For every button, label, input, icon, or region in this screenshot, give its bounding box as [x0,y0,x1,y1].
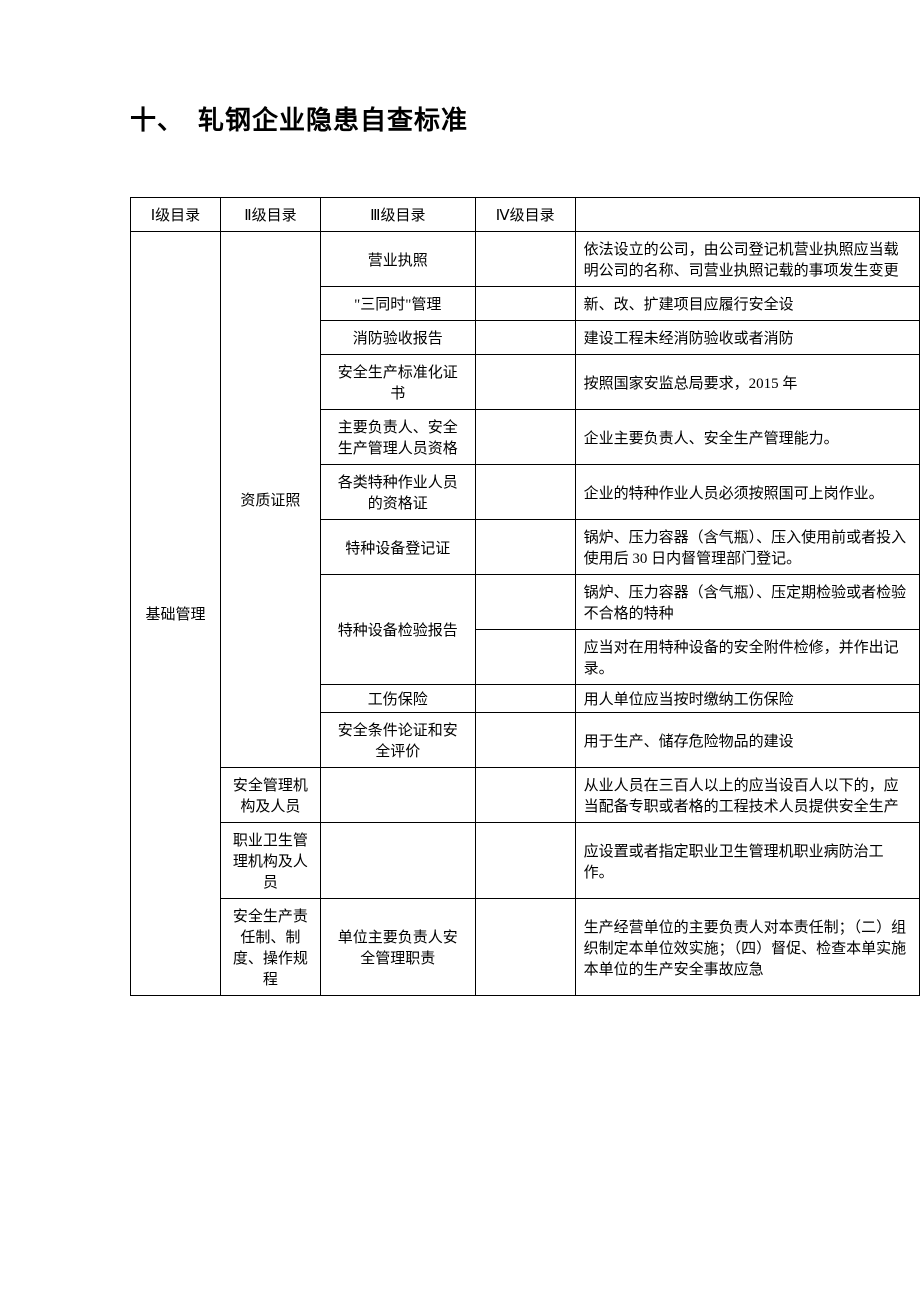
cell-level3 [320,823,475,899]
table-row: 基础管理 资质证照 营业执照 依法设立的公司，由公司登记机营业执照应当载明公司的… [131,232,920,287]
standards-table: Ⅰ级目录 Ⅱ级目录 Ⅲ级目录 Ⅳ级目录 基础管理 资质证照 营业执照 依法设立的… [130,197,920,996]
cell-level3 [320,768,475,823]
cell-level3: "三同时"管理 [320,287,475,321]
cell-content: 用人单位应当按时缴纳工伤保险 [575,685,919,713]
cell-level3: 各类特种作业人员的资格证 [320,465,475,520]
table-row: 职业卫生管理机构及人员 应设置或者指定职业卫生管理机职业病防治工作。 [131,823,920,899]
header-level3: Ⅲ级目录 [320,198,475,232]
cell-cat2-c: 职业卫生管理机构及人员 [220,823,320,899]
cell-cat2-b: 安全管理机构及人员 [220,768,320,823]
document-title: 十、 轧钢企业隐患自查标准 [130,100,920,137]
cell-content: 从业人员在三百人以上的应当设百人以下的，应当配备专职或者格的工程技术人员提供安全… [575,768,919,823]
cell-level3: 消防验收报告 [320,321,475,355]
cell-level4 [475,575,575,630]
table-row: 安全管理机构及人员 从业人员在三百人以上的应当设百人以下的，应当配备专职或者格的… [131,768,920,823]
cell-level3: 安全条件论证和安全评价 [320,713,475,768]
cell-content: 新、改、扩建项目应履行安全设 [575,287,919,321]
cell-content: 依法设立的公司，由公司登记机营业执照应当载明公司的名称、司营业执照记载的事项发生… [575,232,919,287]
cell-level3: 工伤保险 [320,685,475,713]
cell-level4 [475,465,575,520]
cell-level4 [475,410,575,465]
header-content [575,198,919,232]
cell-content: 企业的特种作业人员必须按照国可上岗作业。 [575,465,919,520]
cell-level4 [475,823,575,899]
cell-content: 按照国家安监总局要求，2015 年 [575,355,919,410]
cell-level4 [475,520,575,575]
cell-content: 用于生产、储存危险物品的建设 [575,713,919,768]
cell-level3: 单位主要负责人安全管理职责 [320,899,475,996]
cell-level4 [475,713,575,768]
cell-level3: 营业执照 [320,232,475,287]
cell-content: 锅炉、压力容器（含气瓶）、压入使用前或者投入使用后 30 日内督管理部门登记。 [575,520,919,575]
cell-content: 建设工程未经消防验收或者消防 [575,321,919,355]
table-header-row: Ⅰ级目录 Ⅱ级目录 Ⅲ级目录 Ⅳ级目录 [131,198,920,232]
cell-level4 [475,355,575,410]
cell-level4 [475,321,575,355]
cell-level3: 安全生产标准化证书 [320,355,475,410]
cell-cat2-d: 安全生产责任制、制度、操作规程 [220,899,320,996]
header-level2: Ⅱ级目录 [220,198,320,232]
cell-level4 [475,899,575,996]
cell-level4 [475,768,575,823]
cell-level4 [475,630,575,685]
cell-content: 锅炉、压力容器（含气瓶）、压定期检验或者检验不合格的特种 [575,575,919,630]
header-level4: Ⅳ级目录 [475,198,575,232]
cell-level3: 主要负责人、安全生产管理人员资格 [320,410,475,465]
table-row: 安全生产责任制、制度、操作规程 单位主要负责人安全管理职责 生产经营单位的主要负… [131,899,920,996]
cell-level4 [475,685,575,713]
cell-content: 应当对在用特种设备的安全附件检修，并作出记录。 [575,630,919,685]
cell-level4 [475,232,575,287]
cell-content: 企业主要负责人、安全生产管理能力。 [575,410,919,465]
cell-level4 [475,287,575,321]
header-level1: Ⅰ级目录 [131,198,221,232]
cell-content: 生产经营单位的主要负责人对本责任制；（二）组织制定本单位效实施；（四）督促、检查… [575,899,919,996]
cell-content: 应设置或者指定职业卫生管理机职业病防治工作。 [575,823,919,899]
cell-cat1: 基础管理 [131,232,221,996]
cell-level3: 特种设备登记证 [320,520,475,575]
cell-level3: 特种设备检验报告 [320,575,475,685]
cell-cat2-a: 资质证照 [220,232,320,768]
